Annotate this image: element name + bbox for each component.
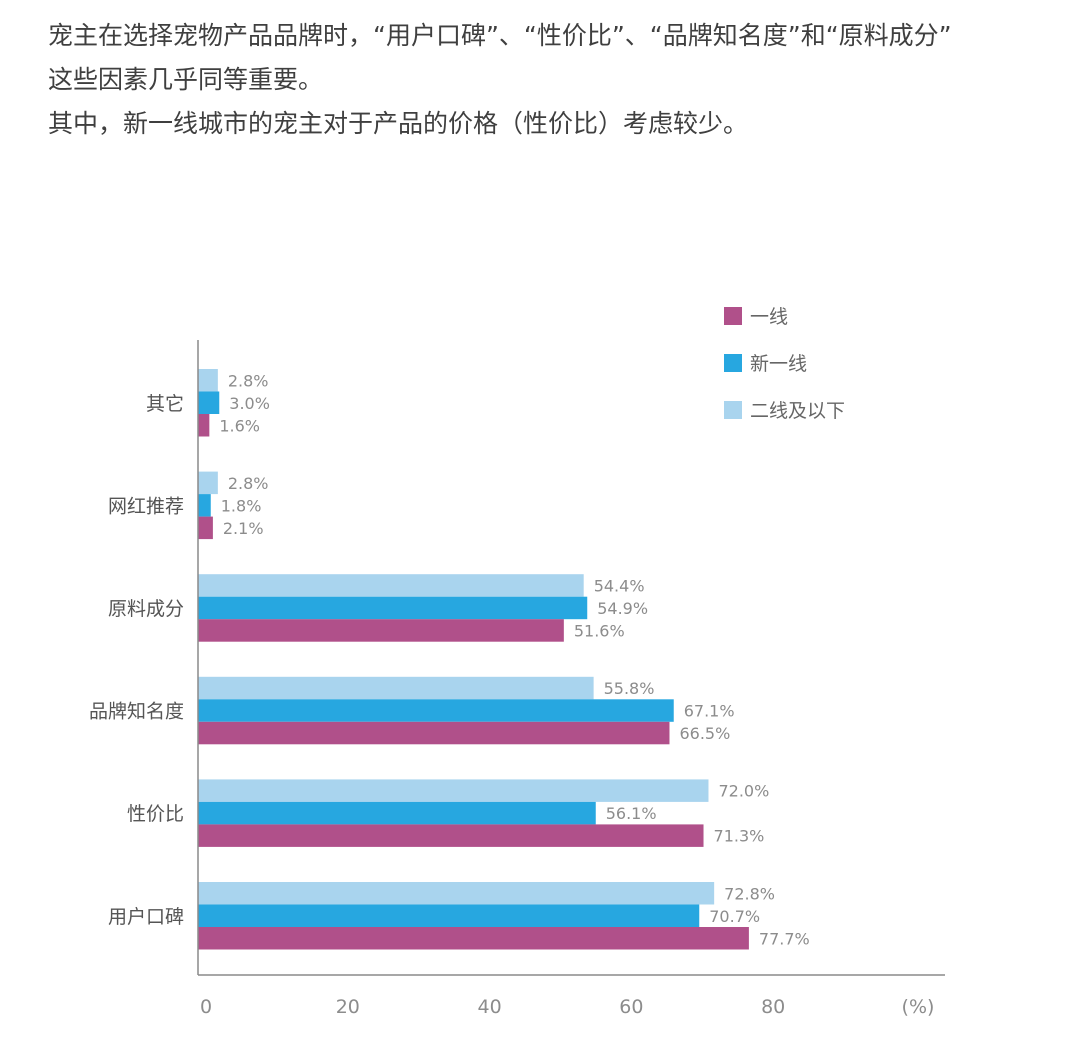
legend-swatch-1	[724, 354, 742, 372]
bar-2-1	[198, 596, 588, 620]
category-label-2: 原料成分	[108, 598, 184, 620]
intro-line-2: 这些因素几乎同等重要。	[48, 65, 324, 94]
data-label-4-0: 72.0%	[718, 782, 769, 801]
legend-label-2: 二线及以下	[750, 400, 845, 422]
bar-2-2	[198, 619, 564, 642]
x-tick-label-3: 60	[619, 996, 643, 1018]
x-tick-label-2: 40	[478, 996, 502, 1018]
data-label-3-2: 66.5%	[679, 724, 730, 743]
legend-label-0: 一线	[750, 306, 788, 328]
bar-3-2	[198, 721, 670, 745]
data-label-1-0: 2.8%	[228, 474, 269, 493]
data-label-2-2: 51.6%	[574, 621, 625, 640]
bar-5-2	[198, 927, 749, 950]
category-label-0: 其它	[146, 393, 184, 415]
bar-0-0	[198, 369, 218, 392]
x-tick-label-4: 80	[761, 996, 785, 1018]
data-label-0-2: 1.6%	[219, 416, 260, 435]
category-label-4: 性价比	[127, 803, 184, 825]
data-label-0-1: 3.0%	[229, 394, 270, 413]
bar-1-0	[198, 471, 218, 495]
bar-4-1	[198, 801, 596, 825]
category-label-1: 网红推荐	[108, 495, 184, 517]
data-label-4-1: 56.1%	[606, 804, 657, 823]
x-unit-label: (%)	[902, 996, 935, 1018]
intro-line-3: 其中，新一线城市的宠主对于产品的价格（性价比）考虑较少。	[48, 109, 749, 138]
bar-3-1	[198, 699, 674, 722]
bar-2-0	[198, 574, 584, 597]
data-label-3-0: 55.8%	[604, 679, 655, 698]
data-label-0-0: 2.8%	[228, 371, 269, 390]
legend-swatch-2	[724, 401, 742, 419]
bar-3-0	[198, 676, 594, 700]
data-label-4-2: 71.3%	[714, 827, 765, 846]
data-label-1-2: 2.1%	[223, 519, 264, 538]
data-label-1-1: 1.8%	[221, 496, 262, 515]
bar-4-0	[198, 779, 709, 802]
bar-5-1	[198, 904, 700, 927]
intro-line-1: 宠主在选择宠物产品品牌时，“用户口碑”、“性价比”、“品牌知名度”和“原料成分”	[48, 21, 952, 50]
intro-text: 宠主在选择宠物产品品牌时，“用户口碑”、“性价比”、“品牌知名度”和“原料成分”…	[48, 14, 1058, 146]
x-tick-label-0: 0	[200, 996, 212, 1018]
legend-swatch-0	[724, 307, 742, 325]
bar-1-2	[198, 516, 213, 540]
data-label-5-0: 72.8%	[724, 884, 775, 903]
data-label-2-0: 54.4%	[594, 576, 645, 595]
data-label-2-1: 54.9%	[597, 599, 648, 618]
data-label-5-2: 77.7%	[759, 929, 810, 948]
category-label-3: 品牌知名度	[89, 701, 184, 723]
x-tick-label-1: 20	[336, 996, 360, 1018]
bar-0-2	[198, 414, 210, 437]
data-label-5-1: 70.7%	[709, 907, 760, 926]
data-label-3-1: 67.1%	[684, 702, 735, 721]
bar-5-0	[198, 882, 715, 905]
bar-0-1	[198, 391, 220, 414]
legend-label-1: 新一线	[750, 353, 807, 375]
category-label-5: 用户口碑	[108, 906, 184, 928]
bar-1-1	[198, 494, 211, 517]
bar-4-2	[198, 824, 704, 847]
